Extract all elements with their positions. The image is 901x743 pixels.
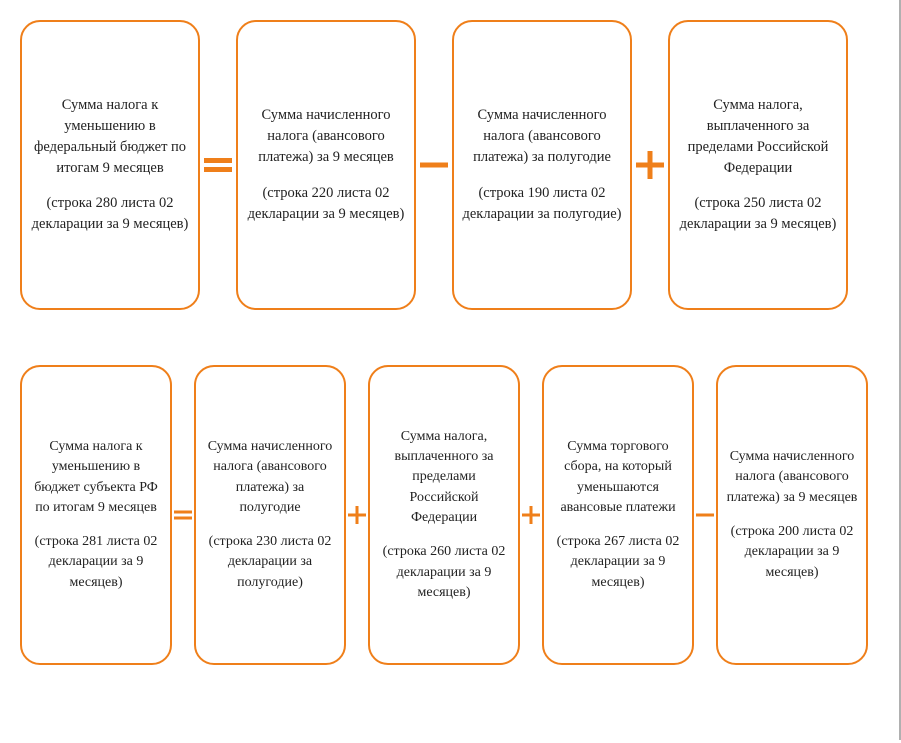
formula-node: Сумма начисленного налога (авансового пл… (452, 20, 632, 310)
node-text-ref: (строка 190 листа 02 декларации за полуг… (462, 183, 622, 225)
node-text-ref: (строка 200 листа 02 декларации за 9 мес… (726, 522, 858, 583)
node-text-ref: (строка 281 листа 02 декларации за 9 мес… (30, 532, 162, 593)
formula-node: Сумма налога к уменьшению в федеральный … (20, 20, 200, 310)
node-text-main: Сумма налога к уменьшению в бюджет субъе… (30, 437, 162, 518)
minus-icon (416, 151, 452, 179)
node-text-ref: (строка 220 листа 02 декларации за 9 мес… (246, 183, 406, 225)
formula-node: Сумма налога к уменьшению в бюджет субъе… (20, 365, 172, 665)
node-text-ref: (строка 267 листа 02 декларации за 9 мес… (552, 532, 684, 593)
plus-icon (346, 506, 368, 524)
node-text-main: Сумма начисленного налога (авансового пл… (462, 105, 622, 168)
formula-node: Сумма начисленного налога (авансового пл… (716, 365, 868, 665)
node-text-ref: (строка 230 листа 02 декларации за полуг… (204, 532, 336, 593)
node-text-main: Сумма начисленного налога (авансового пл… (204, 437, 336, 518)
node-text-main: Сумма налога к уменьшению в федеральный … (30, 95, 190, 179)
node-text-main: Сумма начисленного налога (авансового пл… (246, 105, 406, 168)
node-text-ref: (строка 280 листа 02 декларации за 9 мес… (30, 193, 190, 235)
equals-icon (172, 506, 194, 524)
node-text-main: Сумма налога, выплаченного за пределами … (378, 427, 510, 528)
formula-node: Сумма начисленного налога (авансового пл… (194, 365, 346, 665)
formula-node: Сумма налога, выплаченного за пределами … (668, 20, 848, 310)
plus-icon (520, 506, 542, 524)
node-text-main: Сумма торгового сбора, на который уменьш… (552, 437, 684, 518)
node-text-main: Сумма налога, выплаченного за пределами … (678, 95, 838, 179)
node-text-ref: (строка 250 листа 02 декларации за 9 мес… (678, 193, 838, 235)
formula-node: Сумма начисленного налога (авансового пл… (236, 20, 416, 310)
plus-icon (632, 151, 668, 179)
node-text-ref: (строка 260 листа 02 декларации за 9 мес… (378, 542, 510, 603)
formula-node: Сумма налога, выплаченного за пределами … (368, 365, 520, 665)
formula-row-2: Сумма налога к уменьшению в бюджет субъе… (20, 365, 879, 665)
minus-icon (694, 506, 716, 524)
equals-icon (200, 151, 236, 179)
node-text-main: Сумма начисленного налога (авансового пл… (726, 447, 858, 508)
formula-row-1: Сумма налога к уменьшению в федеральный … (20, 20, 879, 310)
formula-node: Сумма торгового сбора, на который уменьш… (542, 365, 694, 665)
